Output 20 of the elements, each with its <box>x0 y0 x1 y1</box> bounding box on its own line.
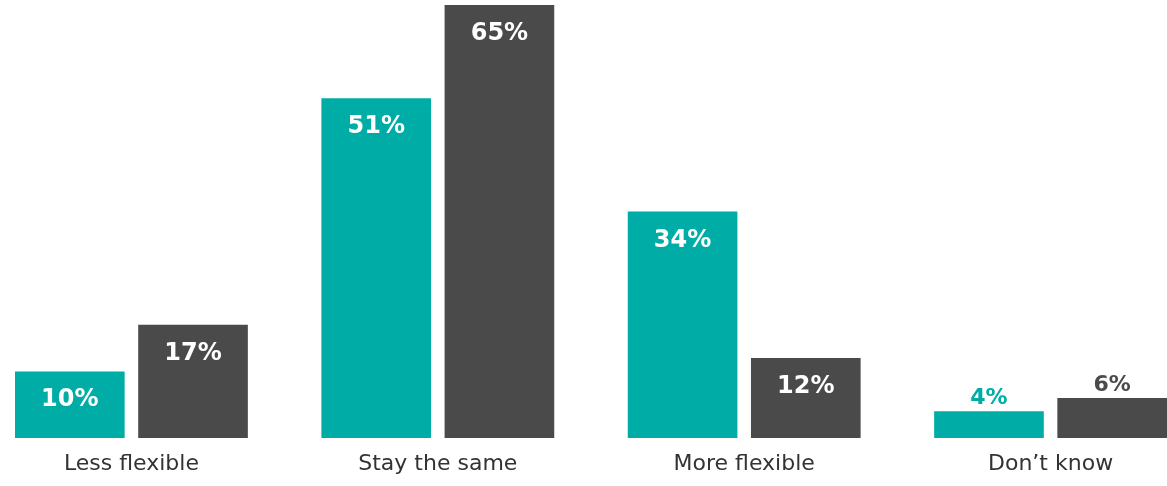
data-label: 51% <box>347 111 405 140</box>
data-label: 17% <box>164 337 222 366</box>
x-tick-label: More flexible <box>673 449 815 475</box>
bar <box>1057 398 1167 438</box>
x-tick-label: Don’t know <box>988 449 1114 475</box>
bar <box>627 211 738 438</box>
x-tick-label: Stay the same <box>358 449 518 475</box>
data-label: 4% <box>970 384 1008 410</box>
bar <box>934 411 1044 438</box>
bar <box>138 324 248 438</box>
data-label: 6% <box>1093 371 1131 397</box>
bar <box>15 371 125 438</box>
data-label: 65% <box>470 18 529 46</box>
bar <box>321 98 432 438</box>
data-label: 10% <box>41 384 99 413</box>
bar <box>444 5 555 438</box>
x-tick-label: Less flexible <box>63 449 199 475</box>
data-label: 12% <box>777 371 835 400</box>
bar <box>750 358 861 438</box>
data-label: 34% <box>653 224 712 253</box>
